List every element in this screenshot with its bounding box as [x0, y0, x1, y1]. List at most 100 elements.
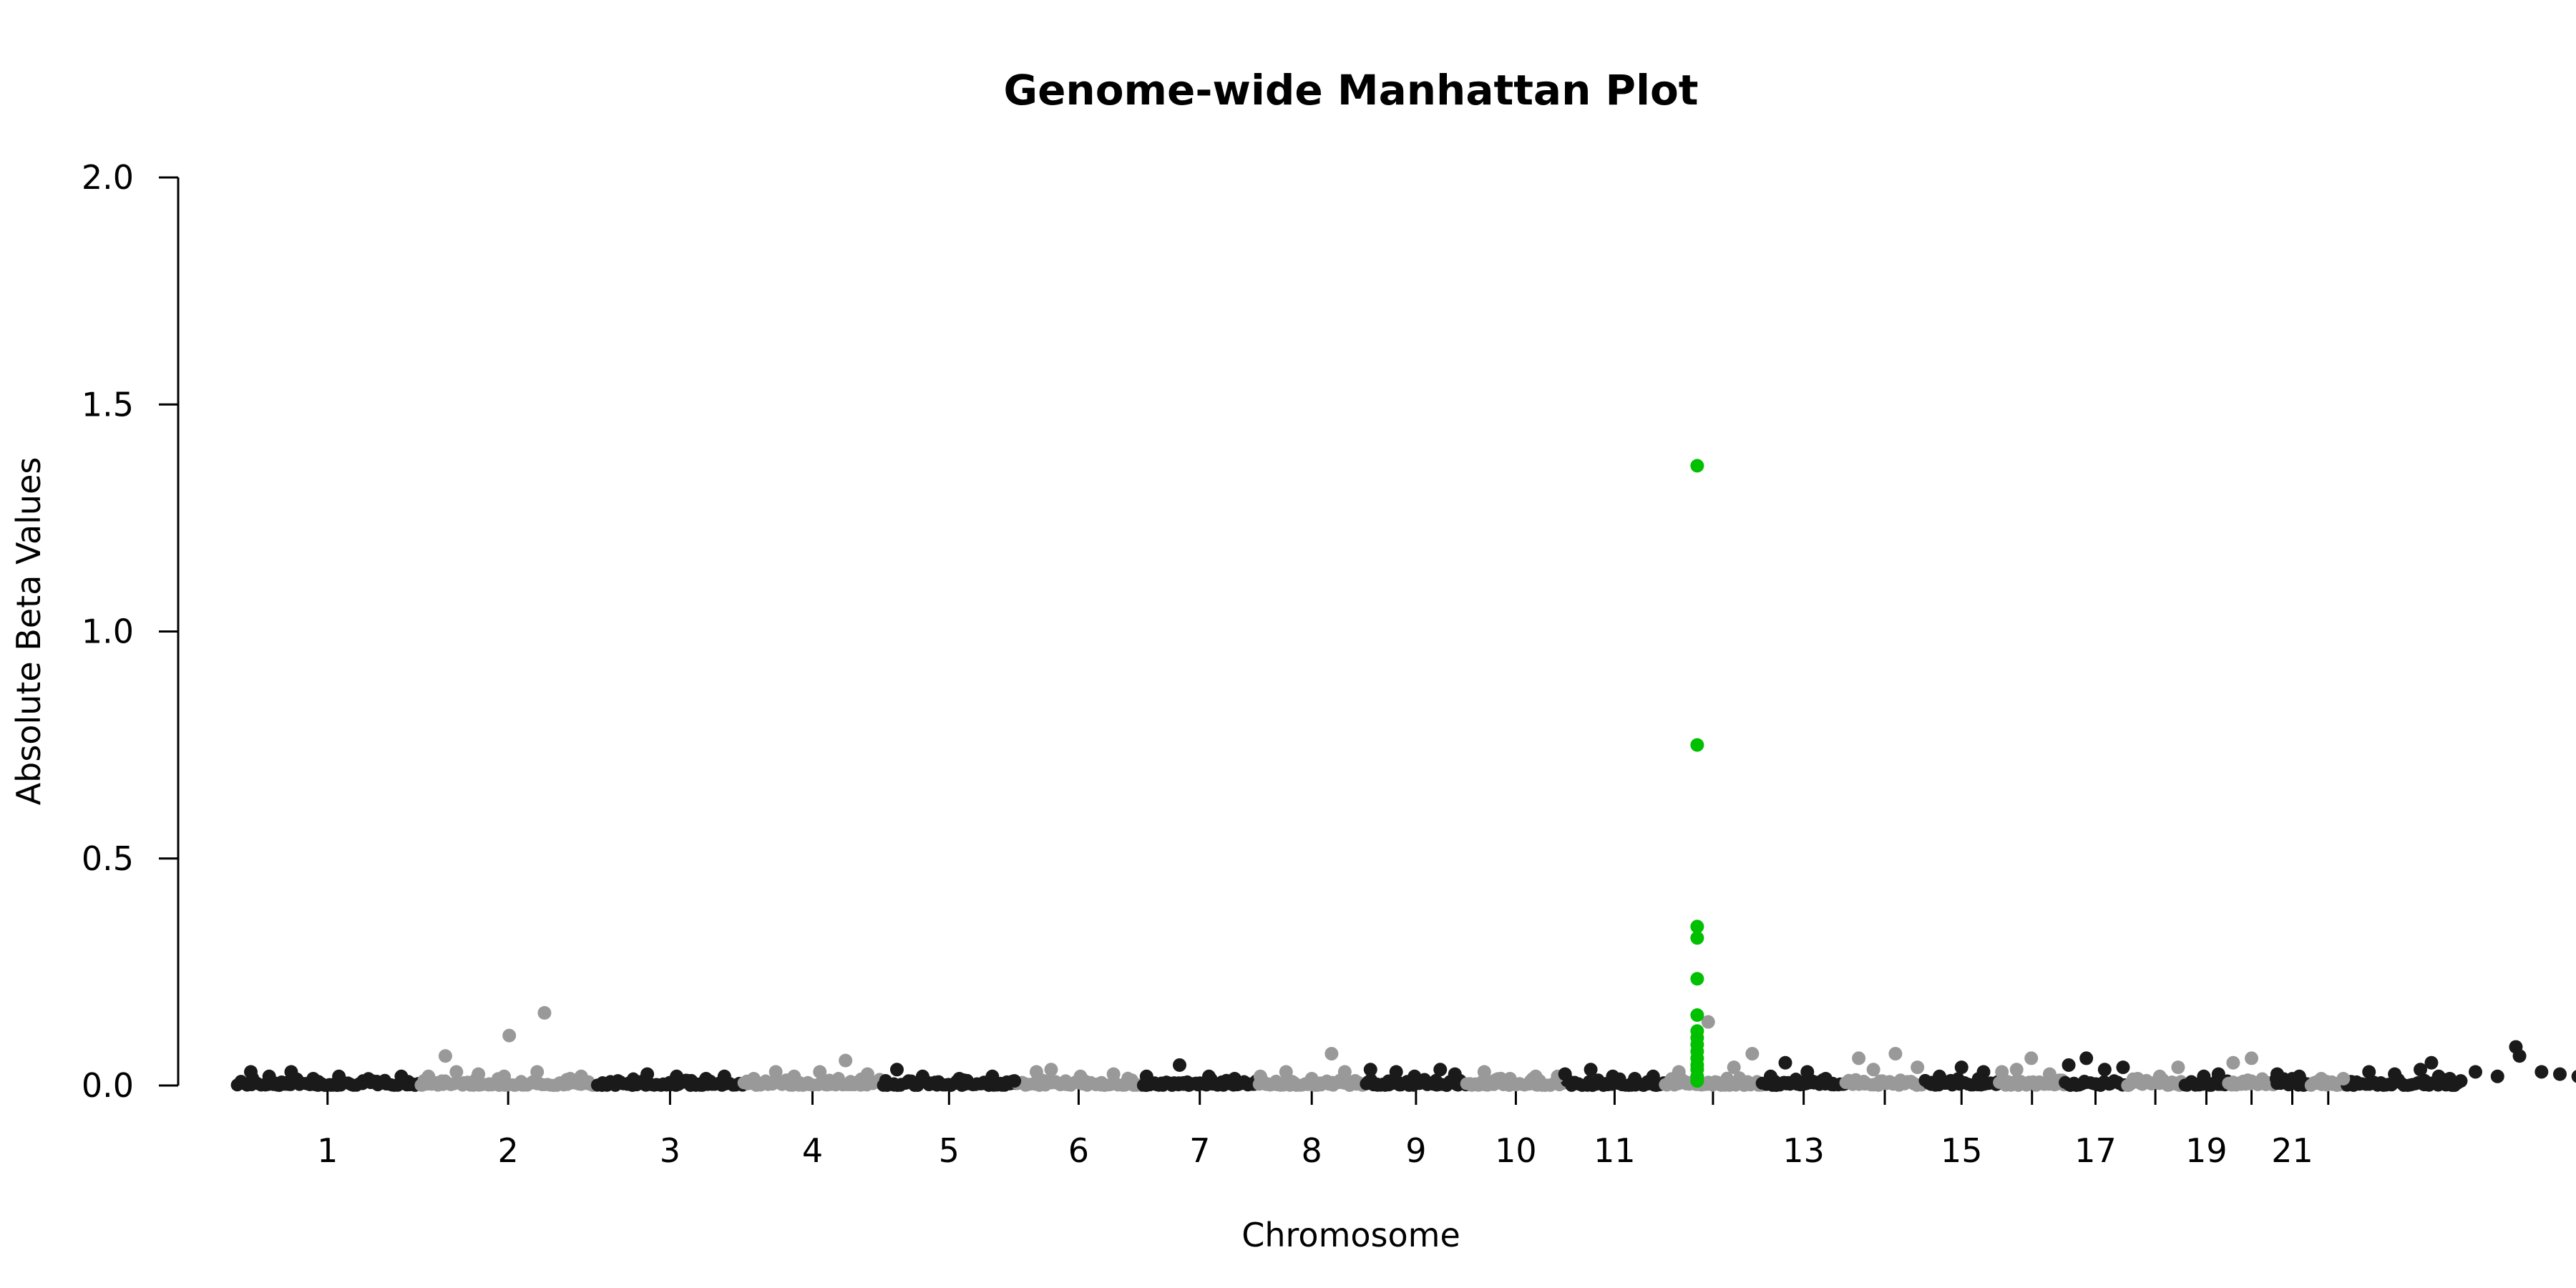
data-point [1584, 1063, 1598, 1077]
data-point [1106, 1067, 1121, 1081]
x-tick-label: 6 [1068, 1131, 1089, 1170]
data-point [699, 1071, 713, 1085]
data-point [2414, 1063, 2428, 1077]
data-point [438, 1049, 452, 1063]
data-point [787, 1069, 801, 1083]
x-tick-label: 13 [1782, 1131, 1825, 1170]
data-point [2534, 1065, 2549, 1079]
data-point [1800, 1065, 1815, 1079]
data-point [306, 1071, 321, 1085]
x-tick-label: 17 [2074, 1131, 2117, 1170]
data-point [1995, 1065, 2009, 1079]
data-point [1727, 1060, 1741, 1075]
data-point [640, 1067, 655, 1081]
data-point [1227, 1071, 1241, 1085]
data-points [230, 459, 2576, 1092]
data-point [1172, 1058, 1186, 1072]
data-point [611, 1074, 625, 1088]
x-axis-label: Chromosome [1241, 1216, 1460, 1254]
data-point [1745, 1047, 1760, 1061]
data-point [670, 1069, 684, 1083]
data-point [2079, 1051, 2094, 1065]
data-point [915, 1069, 930, 1083]
data-point [1866, 1063, 1880, 1077]
data-point [537, 1005, 552, 1020]
data-point [1337, 1065, 1352, 1079]
x-tick-label: 9 [1405, 1131, 1426, 1170]
data-point [2116, 1060, 2130, 1075]
data-point [244, 1065, 258, 1079]
data-point [985, 1069, 1000, 1083]
data-point [2314, 1071, 2328, 1085]
x-tick-label: 4 [802, 1131, 823, 1170]
data-point [262, 1069, 276, 1083]
data-point [2431, 1069, 2446, 1083]
data-point [1279, 1065, 1293, 1079]
x-tick-label: 11 [1594, 1131, 1636, 1170]
data-point [284, 1065, 298, 1079]
data-point [1029, 1065, 1043, 1079]
data-point [365, 1074, 379, 1088]
data-point [2042, 1067, 2057, 1081]
x-tick-label: 1 [317, 1131, 338, 1170]
data-point [2336, 1071, 2351, 1085]
data-point [2211, 1067, 2225, 1081]
data-point [1606, 1069, 1620, 1083]
x-tick-label: 8 [1302, 1131, 1322, 1170]
data-point [2131, 1071, 2145, 1085]
data-point [1477, 1065, 1491, 1079]
data-point [1389, 1065, 1403, 1079]
data-point [2009, 1063, 2024, 1077]
data-point [2490, 1069, 2504, 1083]
data-point [1304, 1071, 1319, 1085]
data-point [497, 1069, 512, 1083]
data-point [1852, 1051, 1866, 1065]
data-point [394, 1069, 409, 1083]
data-point [1976, 1065, 1991, 1079]
y-tick-label: 0.5 [82, 839, 134, 878]
y-tick-label: 2.0 [82, 158, 134, 197]
data-point [2512, 1049, 2527, 1063]
data-point [1818, 1071, 1833, 1085]
data-point [1628, 1071, 1642, 1085]
data-point [1073, 1069, 1088, 1083]
data-point [2468, 1065, 2482, 1079]
x-tick-label: 15 [1941, 1131, 1983, 1170]
data-point [1407, 1069, 1422, 1083]
data-point [2226, 1055, 2240, 1070]
highlight-point [1690, 931, 1704, 945]
data-point [1932, 1069, 1946, 1083]
chart-title: Genome-wide Manhattan Plot [1003, 66, 1698, 114]
data-point [1044, 1063, 1058, 1077]
data-point [2424, 1055, 2439, 1070]
x-axis-ticks: 1 2 3 4 5 6 7 8 9 10 11 13 15 17 19 21 [317, 1085, 2330, 1170]
data-point [839, 1053, 853, 1068]
data-point [2062, 1058, 2076, 1072]
data-point [1503, 1071, 1517, 1085]
data-point [1701, 1015, 1715, 1029]
data-point [2245, 1051, 2259, 1065]
data-point [530, 1065, 545, 1079]
x-tick-label: 5 [939, 1131, 960, 1170]
data-point [2443, 1071, 2457, 1085]
data-point [2171, 1060, 2185, 1075]
data-point [2362, 1065, 2376, 1079]
data-point [717, 1069, 731, 1083]
x-tick-label: 19 [2185, 1131, 2228, 1170]
data-point [2097, 1063, 2112, 1077]
data-point [1253, 1069, 1267, 1083]
highlight-point [1690, 1074, 1704, 1088]
y-tick-label: 0.0 [82, 1066, 134, 1105]
highlight-point [1690, 738, 1704, 752]
data-point [952, 1071, 967, 1085]
highlight-point [1690, 1008, 1704, 1023]
highlight-point [1690, 972, 1704, 986]
data-point [1763, 1069, 1777, 1083]
x-tick-label: 21 [2271, 1131, 2313, 1170]
data-point [502, 1028, 517, 1043]
data-point [1363, 1063, 1377, 1077]
data-point [2152, 1069, 2167, 1083]
data-point [472, 1067, 486, 1081]
data-point [2024, 1051, 2039, 1065]
data-point [1888, 1047, 1903, 1061]
